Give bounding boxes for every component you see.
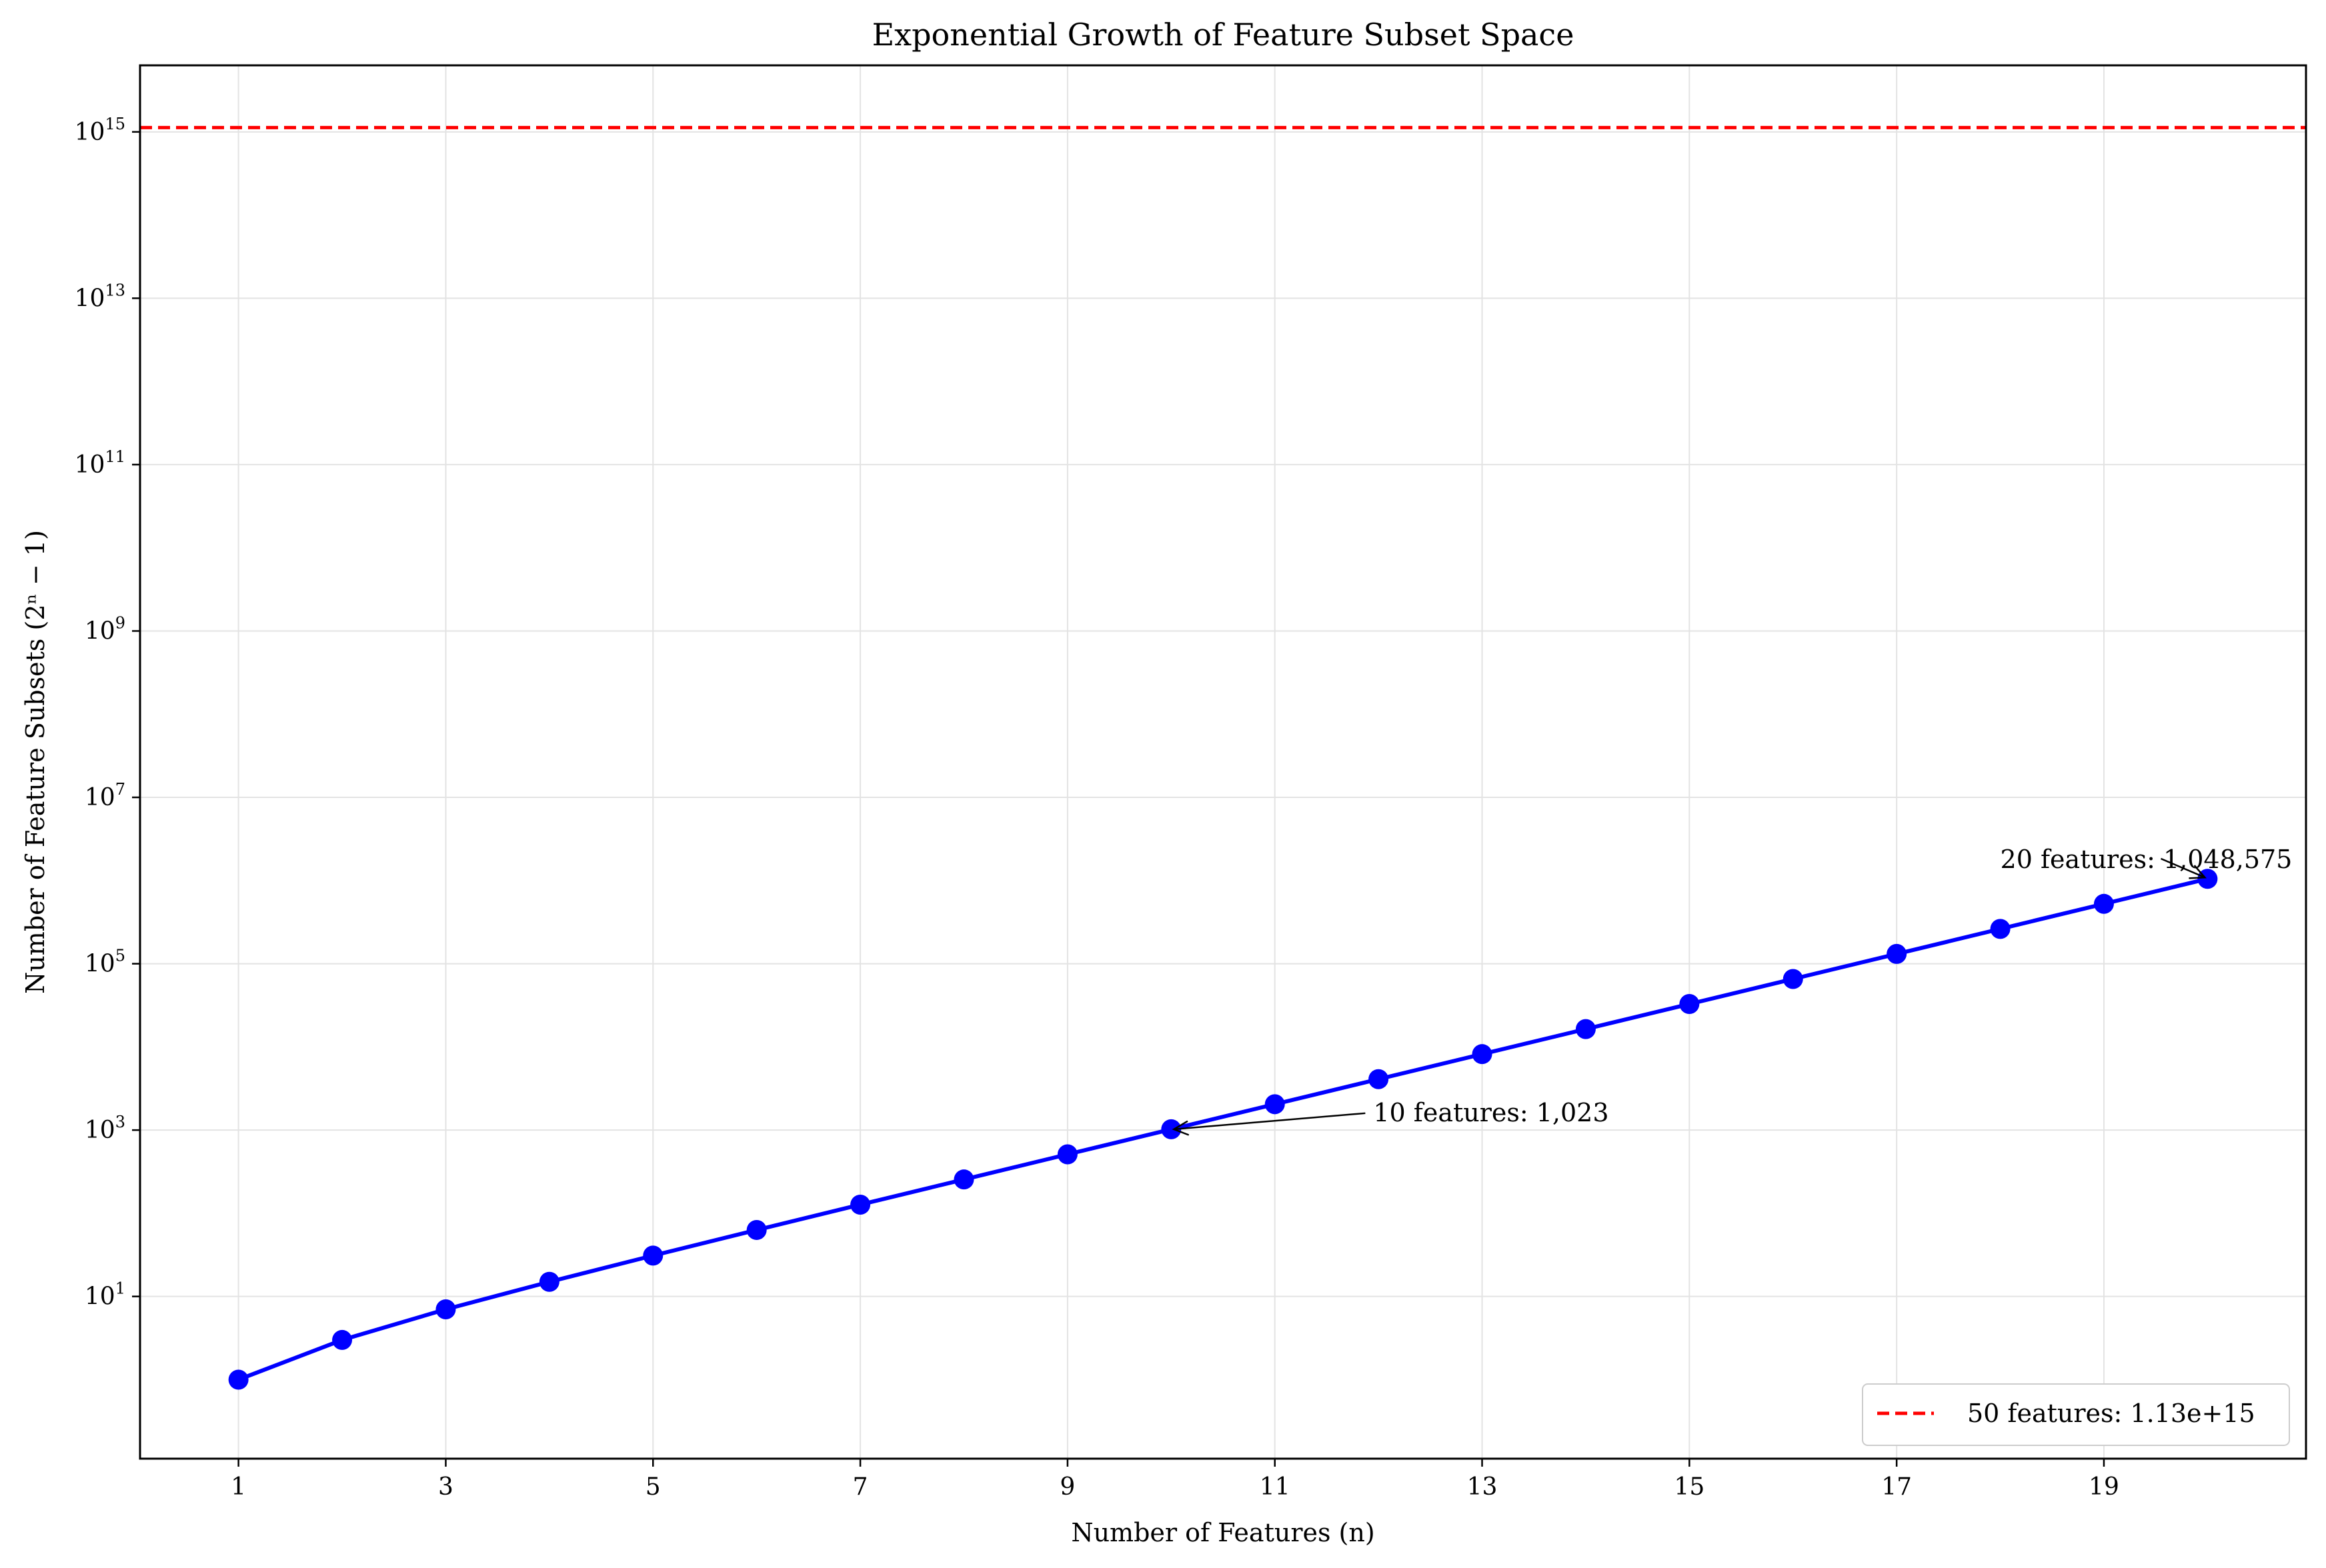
y-tick-label: 1011 [75, 447, 125, 479]
x-tick-label: 7 [853, 1473, 868, 1501]
data-point [435, 1299, 456, 1320]
x-tick-label: 3 [438, 1473, 453, 1501]
data-point [1057, 1144, 1078, 1165]
data-point [954, 1169, 974, 1190]
data-point [539, 1271, 559, 1292]
y-tick-label: 103 [85, 1113, 125, 1144]
data-point [1887, 943, 1907, 964]
x-tick-label: 1 [231, 1473, 246, 1501]
plot-frame [139, 64, 2307, 1460]
y-tick-label: 1015 [75, 115, 125, 146]
data-point [332, 1329, 353, 1350]
y-tick-label: 105 [85, 947, 125, 978]
x-tick-label: 17 [1881, 1473, 1912, 1501]
x-tick-label: 15 [1674, 1473, 1704, 1501]
data-point [746, 1219, 767, 1240]
data-point [1679, 994, 1700, 1015]
x-tick-label: 19 [2089, 1473, 2119, 1501]
data-point [1783, 969, 1803, 989]
legend-box [1862, 1383, 2290, 1446]
x-tick-label: 9 [1060, 1473, 1075, 1501]
annotation-arrow [1174, 1112, 1366, 1131]
x-tick-label: 13 [1467, 1473, 1498, 1501]
series-layer [228, 869, 2218, 1390]
y-tick-label: 1013 [75, 281, 125, 312]
legend-label: 50 features: 1.13e+15 [1967, 1399, 2255, 1428]
chart-title: Exponential Growth of Feature Subset Spa… [872, 17, 1574, 53]
data-point [643, 1245, 664, 1266]
annotation-arrow [2160, 857, 2205, 879]
x-tick-label: 5 [646, 1473, 661, 1501]
y-tick-label: 109 [85, 613, 125, 645]
series-line [237, 877, 2209, 1382]
data-point [1575, 1019, 1596, 1039]
grid [140, 65, 2306, 1459]
data-point [850, 1194, 871, 1215]
annotation-arrowhead [1172, 1120, 1190, 1136]
data-point [2093, 893, 2114, 914]
annotation-label: 20 features: 1,048,575 [2001, 845, 2293, 874]
data-point [228, 1369, 249, 1390]
y-axis-title: Number of Feature Subsets (2ⁿ − 1) [21, 530, 50, 994]
data-point [1264, 1094, 1285, 1115]
annotation-arrowhead [2189, 865, 2207, 879]
x-axis-title: Number of Features (n) [1071, 1518, 1374, 1547]
y-tick-label: 107 [85, 780, 125, 811]
data-point [1368, 1069, 1389, 1089]
data-point [1990, 919, 2011, 939]
x-tick-label: 11 [1260, 1473, 1290, 1501]
data-point [1472, 1044, 1492, 1065]
axis-ticks: 1 3 5 7 9 11 13 15 17 191011031051071091011101310… [75, 115, 2119, 1501]
y-tick-label: 101 [85, 1279, 125, 1311]
annotations: 10 features: 1,023 20 features: 1,048,575 [1172, 845, 2293, 1136]
annotation-label: 10 features: 1,023 [1373, 1098, 1608, 1127]
legend: 50 features: 1.13e+15 [1862, 1383, 2290, 1446]
data-point [1161, 1119, 1182, 1139]
